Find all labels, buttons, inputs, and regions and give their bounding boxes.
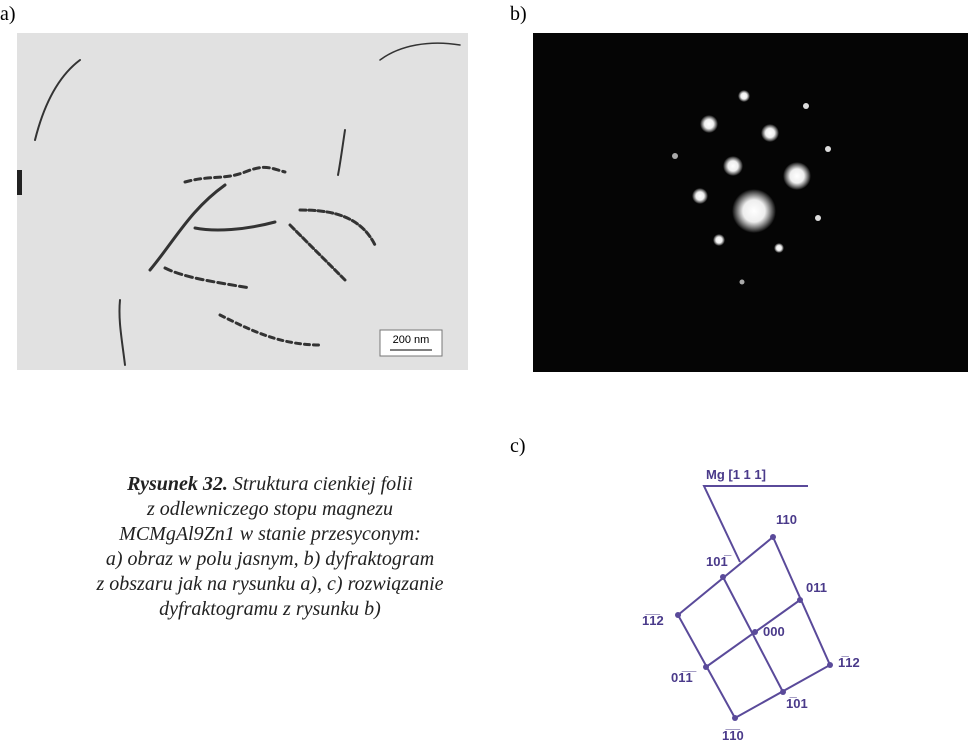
panel-label: c) (510, 435, 526, 457)
scale-bar-label: 200 nm (393, 334, 430, 346)
caption-label: Rysunek 32. (126, 473, 228, 495)
node-label: 000 (763, 624, 785, 639)
node-label: 1̅12 (838, 655, 860, 670)
node-label: 1̅1̅2 (642, 613, 664, 628)
caption-line: dyfraktogramu z rysunku b) (159, 598, 381, 620)
panel-label: b) (510, 3, 527, 25)
micrograph: 200 nm (17, 33, 468, 370)
node-label: 01̅1̅ (671, 670, 697, 685)
diffraction-pattern (533, 33, 968, 372)
node-label: 110 (776, 512, 797, 527)
panel-label: a) (0, 3, 16, 25)
node-label: 011 (806, 580, 827, 595)
figure: a) b) c) 200 nm (0, 0, 970, 744)
caption-line: a) obraz w polu jasnym, b) dyfraktogram (106, 548, 434, 570)
page: a) b) c) 200 nm (0, 0, 970, 744)
node-label: 101̅ (706, 554, 732, 569)
caption-line: MCMgAl9Zn1 w stanie przesyconym: (118, 523, 421, 545)
node-label: 1̅1̅0 (722, 728, 744, 743)
caption-line: z odlewniczego stopu magnezu (146, 498, 393, 520)
caption: Rysunek 32. Struktura cienkiej folii z o… (95, 473, 443, 620)
caption-text: Struktura cienkiej folii (228, 473, 413, 495)
caption-line: Rysunek 32. Struktura cienkiej folii (126, 473, 413, 495)
zone-axis-label: Mg [1 1 1] (706, 467, 766, 482)
node-label: 1̅01 (786, 696, 808, 711)
caption-line: z obszaru jak na rysunku a), c) rozwiąza… (95, 573, 443, 595)
